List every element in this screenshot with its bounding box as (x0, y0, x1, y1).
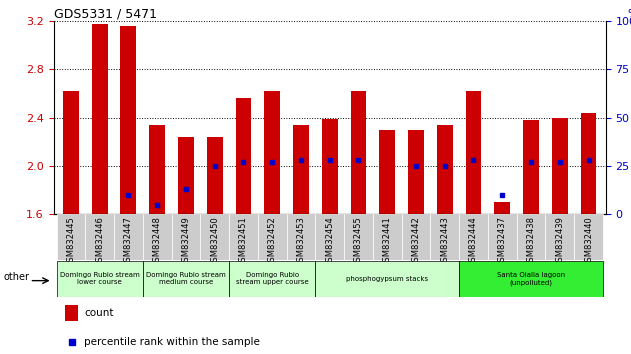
Text: GSM832450: GSM832450 (210, 216, 219, 267)
Text: Domingo Rubio
stream upper course: Domingo Rubio stream upper course (236, 272, 309, 285)
Bar (172, 214, 200, 260)
Bar (401, 214, 430, 260)
Text: GDS5331 / 5471: GDS5331 / 5471 (54, 7, 156, 20)
Text: Santa Olalla lagoon
(unpolluted): Santa Olalla lagoon (unpolluted) (497, 272, 565, 286)
Text: other: other (4, 272, 30, 282)
Bar (379, 130, 395, 214)
Bar (178, 137, 194, 214)
Text: GSM832442: GSM832442 (411, 216, 420, 267)
Bar (207, 137, 223, 214)
Text: GSM832455: GSM832455 (354, 216, 363, 267)
Bar (91, 24, 107, 214)
Bar (85, 214, 114, 260)
FancyBboxPatch shape (316, 261, 459, 297)
Bar (494, 202, 510, 214)
Text: phosphogypsum stacks: phosphogypsum stacks (346, 276, 428, 282)
Text: GSM832446: GSM832446 (95, 216, 104, 267)
Bar (574, 214, 603, 260)
Text: percentile rank within the sample: percentile rank within the sample (84, 337, 260, 347)
FancyBboxPatch shape (229, 261, 316, 297)
FancyBboxPatch shape (143, 261, 229, 297)
Text: GSM832441: GSM832441 (383, 216, 392, 267)
Text: GSM832437: GSM832437 (498, 216, 507, 267)
Text: GSM832443: GSM832443 (440, 216, 449, 267)
Bar (293, 125, 309, 214)
Bar (235, 98, 251, 214)
Text: GSM832452: GSM832452 (268, 216, 276, 267)
Bar (344, 214, 373, 260)
Text: GSM832440: GSM832440 (584, 216, 593, 267)
Bar (316, 214, 344, 260)
Bar (57, 214, 85, 260)
Text: Domingo Rubio stream
medium course: Domingo Rubio stream medium course (146, 272, 226, 285)
FancyBboxPatch shape (57, 261, 143, 297)
Bar (437, 125, 452, 214)
Text: GSM832444: GSM832444 (469, 216, 478, 267)
Bar (545, 214, 574, 260)
Bar (581, 113, 596, 214)
Text: count: count (84, 308, 114, 318)
Bar (488, 214, 517, 260)
Bar (143, 214, 172, 260)
Text: GSM832438: GSM832438 (526, 216, 536, 267)
Text: %: % (628, 9, 631, 19)
Bar (63, 91, 79, 214)
Text: GSM832447: GSM832447 (124, 216, 133, 267)
Bar (373, 214, 401, 260)
Bar (286, 214, 316, 260)
Bar (408, 130, 424, 214)
Bar (114, 214, 143, 260)
Bar (264, 91, 280, 214)
Bar (552, 118, 568, 214)
Text: GSM832451: GSM832451 (239, 216, 248, 267)
Bar (466, 91, 481, 214)
Text: GSM832453: GSM832453 (297, 216, 305, 267)
FancyBboxPatch shape (459, 261, 603, 297)
Bar (150, 125, 165, 214)
Bar (65, 305, 78, 321)
Text: GSM832449: GSM832449 (182, 216, 191, 267)
Bar (121, 26, 136, 214)
Bar (351, 91, 367, 214)
Bar (200, 214, 229, 260)
Bar (258, 214, 286, 260)
Text: GSM832454: GSM832454 (325, 216, 334, 267)
Bar (430, 214, 459, 260)
Bar (459, 214, 488, 260)
Bar (229, 214, 258, 260)
Text: GSM832439: GSM832439 (555, 216, 564, 267)
Text: GSM832448: GSM832448 (153, 216, 162, 267)
Bar (523, 120, 539, 214)
Text: GSM832445: GSM832445 (66, 216, 75, 267)
Bar (322, 119, 338, 214)
Bar (517, 214, 545, 260)
Text: Domingo Rubio stream
lower course: Domingo Rubio stream lower course (60, 272, 139, 285)
